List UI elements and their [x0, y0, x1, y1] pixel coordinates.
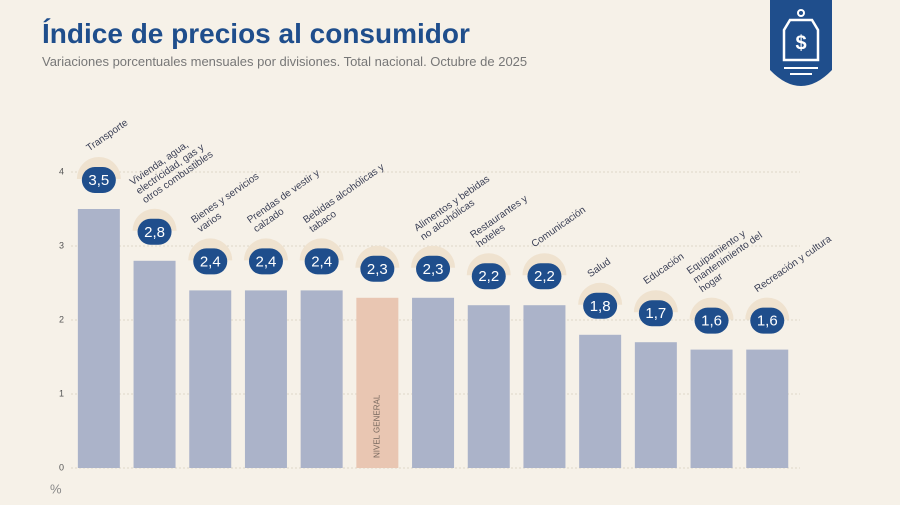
bar	[467, 305, 510, 468]
value-label: 2,2	[478, 268, 499, 285]
value-label: 2,8	[144, 224, 165, 241]
value-label: 3,5	[88, 172, 109, 189]
bar	[189, 290, 232, 468]
value-badge	[193, 248, 228, 275]
y-axis-label: %	[50, 481, 62, 496]
bar	[300, 290, 343, 468]
bar	[412, 297, 455, 468]
chart-title: Índice de precios al consumidor	[42, 18, 470, 49]
y-tick-label: 3	[59, 240, 64, 250]
value-badge	[248, 248, 283, 275]
value-label: 2,3	[423, 261, 444, 278]
value-label: 2,2	[534, 268, 555, 285]
value-badge	[360, 255, 395, 282]
bar	[634, 342, 677, 468]
value-badge	[81, 167, 116, 193]
value-badge	[471, 263, 506, 290]
bar	[746, 349, 789, 468]
logo: $	[770, 0, 832, 86]
y-tick-label: 2	[59, 314, 64, 324]
bar	[523, 305, 566, 468]
chart-subtitle: Variaciones porcentuales mensuales por d…	[42, 54, 528, 69]
value-label: 2,4	[311, 253, 332, 270]
value-badge	[416, 255, 451, 282]
bar	[356, 297, 399, 468]
value-badge	[750, 307, 785, 334]
value-badge	[527, 263, 562, 290]
value-label: 1,6	[701, 313, 722, 330]
bar	[133, 260, 176, 468]
value-label: 2,4	[200, 253, 221, 270]
x-tick-label: NIVEL GENERAL	[372, 394, 381, 458]
value-badge	[638, 300, 673, 327]
value-label: 1,8	[590, 298, 611, 315]
bar	[77, 209, 120, 468]
y-tick-label: 0	[59, 462, 64, 472]
bar	[690, 349, 733, 468]
value-label: 1,7	[645, 305, 666, 322]
y-tick-label: 4	[59, 166, 64, 176]
bar	[244, 290, 287, 468]
value-badge	[304, 248, 339, 275]
bar	[579, 334, 622, 468]
value-badge	[137, 218, 172, 245]
value-badge	[583, 292, 618, 319]
value-label: 2,4	[256, 253, 277, 270]
y-tick-label: 1	[59, 388, 64, 398]
svg-text:$: $	[795, 32, 806, 54]
value-badge	[694, 307, 729, 334]
value-label: 1,6	[757, 313, 778, 330]
value-label: 2,3	[367, 261, 388, 278]
